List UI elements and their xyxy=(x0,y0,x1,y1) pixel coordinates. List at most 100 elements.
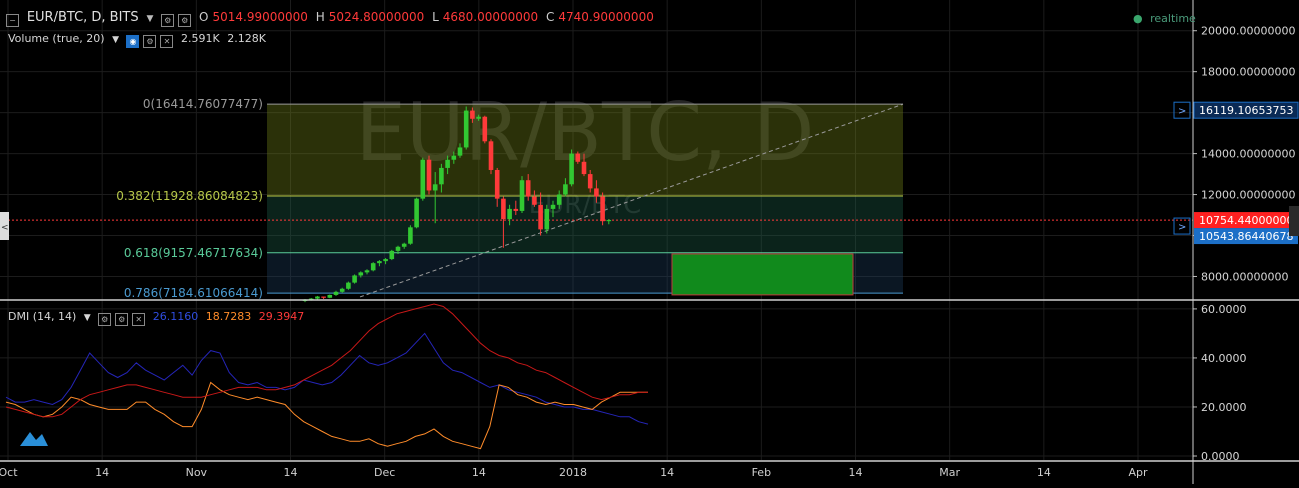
fib-level-label: 0.618(9157.46717634) xyxy=(124,246,263,260)
symbol-title[interactable]: EUR/BTC, D, BITS xyxy=(26,10,139,25)
x-tick-label: Oct xyxy=(0,466,18,479)
candle-body xyxy=(414,198,419,228)
price-tag-label: 10754.44000000 xyxy=(1199,214,1293,227)
candle-body xyxy=(370,263,376,271)
x-tick-label: Apr xyxy=(1128,466,1148,479)
x-tick-label: 14 xyxy=(660,466,674,479)
dmi-row: DMI (14, 14) ▼ ⚙ ⚙ ✕ 26.1160 18.7283 29.39… xyxy=(8,310,308,326)
realtime-indicator: ● realtime xyxy=(1133,12,1200,25)
dmi-series-line xyxy=(5,332,649,425)
candle-body xyxy=(501,198,506,220)
arrow-right-icon[interactable] xyxy=(1173,217,1191,235)
volume-value-2: 2.128K xyxy=(227,32,266,45)
l-value: 4680.00000000 xyxy=(442,10,539,24)
candle-body xyxy=(575,153,581,162)
candle-body xyxy=(544,208,550,230)
arrow-right-icon[interactable] xyxy=(1173,101,1191,119)
h-value: 5024.80000000 xyxy=(328,10,425,24)
realtime-label: realtime xyxy=(1150,12,1196,25)
candle-body xyxy=(550,204,556,209)
candle-body xyxy=(333,291,339,295)
candle-body xyxy=(587,174,593,189)
dmi-value-1: 26.1160 xyxy=(152,310,199,323)
header-row: − EUR/BTC, D, BITS ▼ ⚙ ⚙ O 5014.99000000 H… xyxy=(6,10,658,27)
fib-zone xyxy=(267,104,903,197)
candle-body xyxy=(401,243,407,247)
candle-body xyxy=(426,159,432,191)
o-label: O xyxy=(199,10,209,24)
y-tick-label: 18000.00000000 xyxy=(1201,66,1295,79)
candle-body xyxy=(432,184,438,191)
candle-body xyxy=(445,159,450,168)
y-tick-label: 14000.00000000 xyxy=(1201,148,1295,161)
x-tick-label: 2018 xyxy=(559,466,587,479)
candle-body xyxy=(581,161,587,175)
settings-icon[interactable]: ⚙ xyxy=(98,313,112,326)
h-label: H xyxy=(315,10,325,24)
candle-body xyxy=(451,155,457,160)
minus-box-icon[interactable]: − xyxy=(6,14,19,27)
x-tick-label: Nov xyxy=(186,466,208,479)
chevron-down-icon[interactable]: ▼ xyxy=(146,14,154,24)
candle-body xyxy=(315,296,320,299)
price-tag-label: 16119.10653753 xyxy=(1199,104,1293,117)
x-tick-label: Mar xyxy=(939,466,960,479)
arrow-right-glyph: > xyxy=(1178,222,1186,233)
x-tick-label: 14 xyxy=(849,466,863,479)
fib-level-label: 0.382(11928.86084823) xyxy=(116,189,263,203)
c-value: 4740.90000000 xyxy=(558,10,654,24)
dmi-y-tick-label: 60.0000 xyxy=(1201,303,1247,316)
price-tag xyxy=(1193,101,1299,119)
candle-body xyxy=(476,116,481,119)
y-tick-label: 8000.00000000 xyxy=(1201,270,1288,283)
candle-body xyxy=(488,141,494,170)
arrow-left-icon[interactable] xyxy=(0,212,9,240)
volume-label[interactable]: Volume (true, 20) xyxy=(8,32,105,45)
candle-body xyxy=(556,194,562,205)
candle-body xyxy=(358,272,364,276)
candle-body xyxy=(395,246,401,251)
candle-body xyxy=(463,110,469,148)
logo-icon xyxy=(20,432,48,446)
fib-level-label: 0(16414.76077477) xyxy=(143,97,263,111)
candle-body xyxy=(606,220,612,222)
candle-body xyxy=(339,288,345,292)
arrow-left-glyph: < xyxy=(1,223,9,233)
dmi-y-tick-label: 40.0000 xyxy=(1201,352,1247,365)
close-icon[interactable]: ✕ xyxy=(132,313,146,326)
candle-body xyxy=(364,270,370,273)
dmi-value-3: 29.3947 xyxy=(258,310,305,323)
dmi-y-tick-label: 0.0000 xyxy=(1201,450,1240,463)
candle-body xyxy=(470,110,475,119)
candle-body xyxy=(308,298,314,300)
x-tick-label: 14 xyxy=(1037,466,1051,479)
candle-body xyxy=(519,180,525,211)
dmi-label[interactable]: DMI (14, 14) xyxy=(8,310,77,323)
gear-icon[interactable]: ⚙ xyxy=(143,35,157,48)
gear-icon[interactable]: ⚙ xyxy=(115,313,129,326)
y-tick-label: 20000.00000000 xyxy=(1201,25,1295,38)
eye-icon[interactable]: ◉ xyxy=(126,35,140,48)
x-tick-label: 14 xyxy=(95,466,109,479)
candle-body xyxy=(389,250,395,260)
candle-body xyxy=(352,275,357,283)
candle-body xyxy=(420,159,426,199)
dmi-value-2: 18.7283 xyxy=(205,310,252,323)
scroll-right-icon[interactable] xyxy=(1289,206,1299,236)
close-icon[interactable]: ✕ xyxy=(160,35,174,48)
chevron-down-icon[interactable]: ▼ xyxy=(83,313,91,323)
target-box xyxy=(671,253,854,296)
candle-body xyxy=(457,147,463,156)
fib-zone xyxy=(267,196,903,253)
dmi-series-line xyxy=(5,381,648,450)
gear-icon[interactable]: ⚙ xyxy=(178,14,192,27)
candle-body xyxy=(482,116,488,142)
chevron-down-icon[interactable]: ▼ xyxy=(112,35,119,45)
candle-body xyxy=(525,180,531,197)
c-label: C xyxy=(546,10,555,24)
settings-icon[interactable]: ⚙ xyxy=(161,14,175,27)
price-tag xyxy=(1194,212,1298,229)
price-tag-label: 10543.86440678 xyxy=(1199,230,1293,243)
